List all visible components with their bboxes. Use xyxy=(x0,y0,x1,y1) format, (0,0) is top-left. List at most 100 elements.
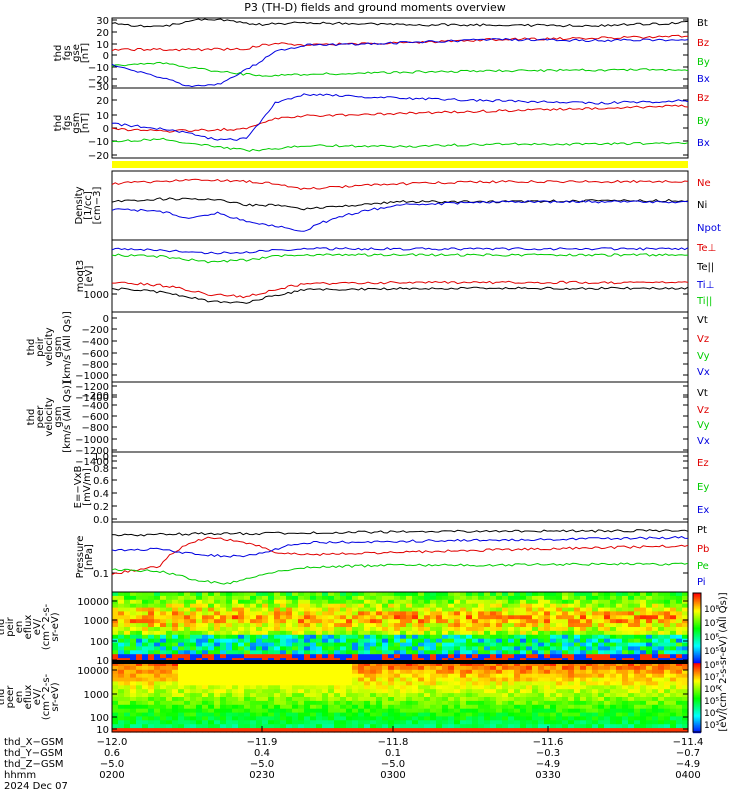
y-tick-label: 1.0 xyxy=(93,452,109,463)
spectro-cell xyxy=(274,712,281,718)
spectro-cell xyxy=(208,728,215,733)
spectro-cell xyxy=(508,689,515,694)
spectro-cell xyxy=(280,627,287,632)
spectro-cell xyxy=(160,712,167,718)
colorbar-cell xyxy=(693,601,701,603)
spectro-cell xyxy=(448,662,455,667)
spectro-cell xyxy=(130,646,137,651)
spectro-cell xyxy=(166,599,173,605)
spectro-cell xyxy=(568,634,575,640)
spectro-cell xyxy=(640,603,647,609)
spectro-cell xyxy=(454,665,461,671)
spectro-cell xyxy=(346,693,353,698)
spectro-cell xyxy=(310,685,317,690)
spectro-cell xyxy=(418,638,425,644)
spectro-cell xyxy=(130,599,137,605)
spectro-cell xyxy=(526,642,533,648)
spectro-cell xyxy=(328,689,335,694)
spectro-cell xyxy=(604,712,611,718)
spectro-cell xyxy=(628,665,635,671)
spectro-cell xyxy=(418,619,425,624)
spectro-cell xyxy=(556,592,563,597)
spectro-cell xyxy=(532,638,539,644)
spectro-cell xyxy=(646,654,653,659)
spectro-cell xyxy=(418,662,425,667)
spectro-cell xyxy=(490,700,497,706)
spectro-cell xyxy=(238,627,245,632)
spectro-cell xyxy=(496,607,503,613)
coord-value: −5.0 xyxy=(100,759,124,770)
spectro-cell xyxy=(424,704,431,710)
colorbar-cell xyxy=(693,661,701,663)
spectro-cell xyxy=(358,646,365,651)
spectro-cell xyxy=(136,638,143,644)
spectro-cell xyxy=(508,592,515,597)
spectro-cell xyxy=(556,603,563,609)
spectro-cell xyxy=(328,669,335,675)
spectro-cell xyxy=(250,697,257,702)
spectro-cell xyxy=(634,619,641,624)
colorbar-cell xyxy=(693,658,701,660)
y-axis-label: [eV] xyxy=(84,266,95,287)
spectro-cell xyxy=(640,708,647,714)
spectro-cell xyxy=(370,615,377,620)
spectro-cell xyxy=(628,689,635,694)
spectro-cell xyxy=(682,611,689,616)
spectro-cell xyxy=(664,712,671,718)
spectro-cell xyxy=(142,607,149,613)
spectro-cell xyxy=(580,654,587,659)
spectro-cell xyxy=(166,627,173,632)
spectro-cell xyxy=(670,638,677,644)
y-axis-label: (cm^2-s- xyxy=(41,603,52,650)
spectro-cell xyxy=(418,712,425,718)
spectro-cell xyxy=(430,704,437,710)
spectro-cell xyxy=(574,611,581,616)
spectro-cell xyxy=(256,619,263,624)
spectro-cell xyxy=(346,720,353,725)
colorbar-cell xyxy=(693,705,701,707)
spectro-cell xyxy=(664,662,671,667)
spectro-cell xyxy=(628,603,635,609)
spectro-cell xyxy=(544,693,551,698)
spectro-cell xyxy=(610,720,617,725)
spectro-cell xyxy=(268,630,275,636)
spectro-cell xyxy=(436,623,443,628)
spectro-cell xyxy=(364,708,371,714)
spectro-cell xyxy=(160,665,167,671)
colorbar-cell xyxy=(693,596,701,598)
spectro-cell xyxy=(550,654,557,659)
spectro-cell xyxy=(574,654,581,659)
spectro-cell xyxy=(646,708,653,714)
spectro-cell xyxy=(148,677,155,683)
colorbar-cell xyxy=(693,647,701,649)
spectro-cell xyxy=(334,607,341,613)
spectro-cell xyxy=(622,592,629,597)
spectro-cell xyxy=(364,693,371,698)
spectro-cell xyxy=(316,677,323,683)
spectro-cell xyxy=(544,611,551,616)
spectro-cell xyxy=(190,642,197,648)
spectro-cell xyxy=(310,611,317,616)
spectro-cell xyxy=(118,623,125,628)
spectro-cell xyxy=(658,615,665,620)
spectro-cell xyxy=(490,638,497,644)
spectro-cell xyxy=(592,607,599,613)
spectro-cell xyxy=(616,623,623,628)
spectro-cell xyxy=(442,646,449,651)
spectro-cell xyxy=(682,642,689,648)
colorbar-cell xyxy=(693,710,701,712)
spectro-cell xyxy=(196,700,203,706)
spectro-cell xyxy=(208,634,215,640)
spectro-cell xyxy=(682,728,689,733)
spectro-cell xyxy=(634,642,641,648)
spectro-cell xyxy=(490,708,497,714)
spectro-cell xyxy=(184,693,191,698)
colorbar-cell xyxy=(693,668,701,670)
spectro-cell xyxy=(376,724,383,729)
spectro-cell xyxy=(682,712,689,718)
legend-entry: Vt xyxy=(697,315,708,326)
spectro-cell xyxy=(238,634,245,640)
panel-frame xyxy=(111,451,689,523)
spectro-cell xyxy=(556,724,563,729)
spectro-cell xyxy=(328,700,335,706)
